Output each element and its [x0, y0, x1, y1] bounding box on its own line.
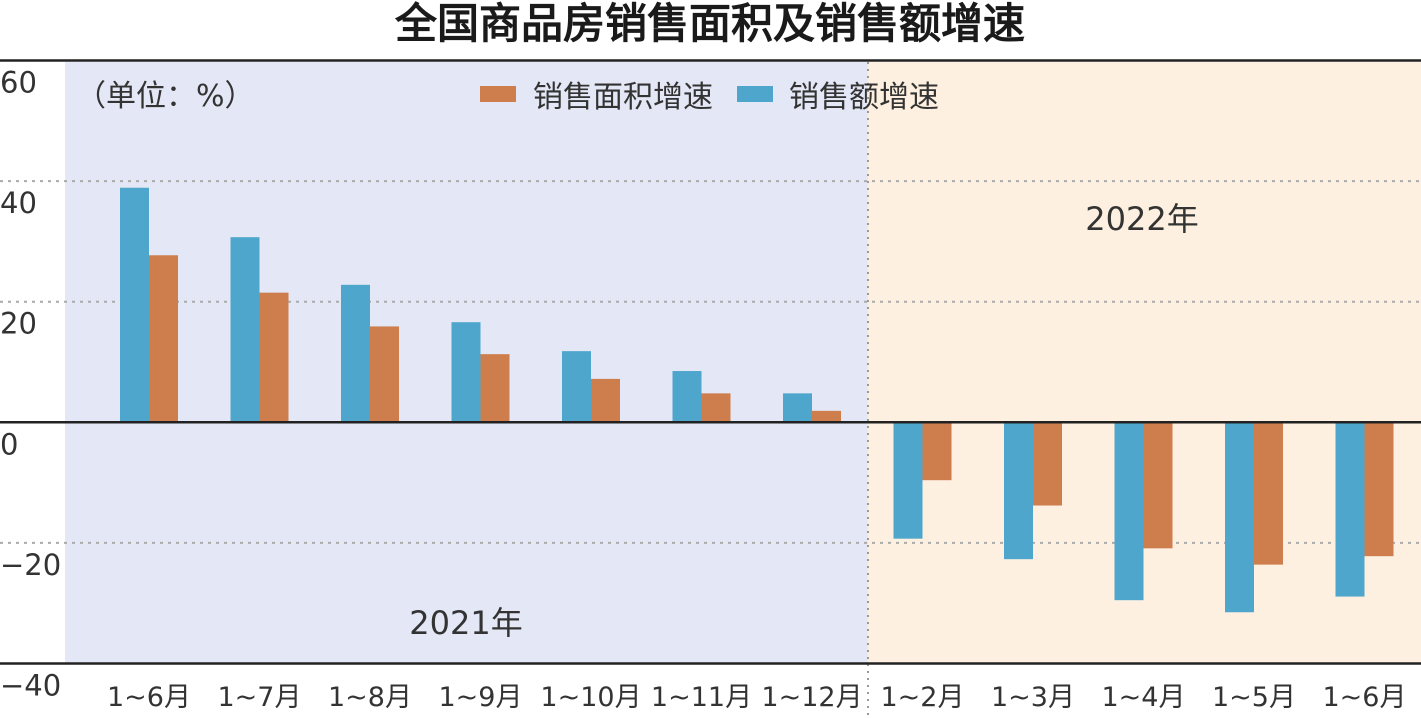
- bar-sales-area: [370, 326, 399, 423]
- legend-area-swatch: [480, 86, 516, 102]
- legend-amount-label: 销售额增速: [789, 80, 939, 115]
- y-axis-ticks: 60 40 20 0 −20 −40: [0, 66, 61, 703]
- y-tick-label: 20: [0, 307, 37, 341]
- bar-sales-area: [149, 255, 178, 423]
- bar-sales-amount: [672, 371, 702, 423]
- x-category-label: 1~10月: [540, 682, 641, 713]
- bar-sales-area: [812, 410, 841, 423]
- bar-sales-area: [701, 393, 731, 423]
- x-category-label: 1~12月: [761, 682, 862, 713]
- x-category-label: 1~6月: [107, 682, 191, 713]
- bar-sales-amount: [120, 187, 149, 423]
- y-tick-label: 0: [0, 427, 18, 461]
- y-tick-label: −40: [0, 669, 61, 703]
- x-category-label: 1~2月: [881, 682, 965, 713]
- bar-sales-area: [922, 422, 952, 481]
- bars: [120, 187, 1394, 613]
- bg-2022: [868, 62, 1421, 664]
- x-category-label: 1~11月: [651, 682, 752, 713]
- x-category-label: 1~4月: [1102, 682, 1186, 713]
- x-category-label: 1~5月: [1212, 682, 1296, 713]
- period-label-2022: 2022年: [1085, 200, 1198, 238]
- legend-amount-swatch: [737, 86, 773, 102]
- bar-sales-area: [1364, 422, 1394, 557]
- legend-area-label: 销售面积增速: [533, 80, 713, 115]
- y-tick-label: 40: [0, 186, 37, 220]
- x-category-label: 1~7月: [218, 682, 302, 713]
- bar-sales-amount: [230, 237, 260, 423]
- bar-sales-area: [1254, 422, 1283, 565]
- gridlines: [0, 180, 1421, 544]
- bar-sales-area: [480, 354, 510, 423]
- x-category-label: 1~6月: [1323, 682, 1407, 713]
- bar-sales-area: [1033, 422, 1062, 506]
- bar-sales-area: [1143, 422, 1173, 549]
- bar-sales-amount: [1335, 422, 1365, 597]
- bar-sales-amount: [451, 322, 481, 423]
- x-category-label: 1~9月: [439, 682, 523, 713]
- chart-title: 全国商品房销售面积及销售额增速: [394, 0, 1025, 48]
- bar-sales-amount: [1114, 422, 1144, 601]
- bar-sales-amount: [562, 351, 591, 423]
- bar-sales-area: [591, 378, 620, 423]
- bar-sales-amount: [341, 284, 370, 423]
- period-label-2021: 2021年: [409, 604, 522, 642]
- x-axis-categories: 1~6月 1~7月 1~8月 1~9月 1~10月 1~11月 1~12月 1~2月 1~3月 1…: [107, 682, 1406, 713]
- x-category-label: 1~3月: [991, 682, 1075, 713]
- y-tick-label: 60: [0, 66, 37, 100]
- x-category-label: 1~8月: [328, 682, 412, 713]
- bar-sales-area: [259, 292, 289, 423]
- y-tick-label: −20: [0, 548, 61, 582]
- bar-sales-amount: [1225, 422, 1254, 613]
- axes: [0, 59, 1421, 665]
- bar-sales-amount: [893, 422, 923, 539]
- bar-sales-amount: [783, 393, 812, 423]
- unit-label: （单位：%）: [76, 79, 255, 114]
- bar-sales-amount: [1004, 422, 1033, 560]
